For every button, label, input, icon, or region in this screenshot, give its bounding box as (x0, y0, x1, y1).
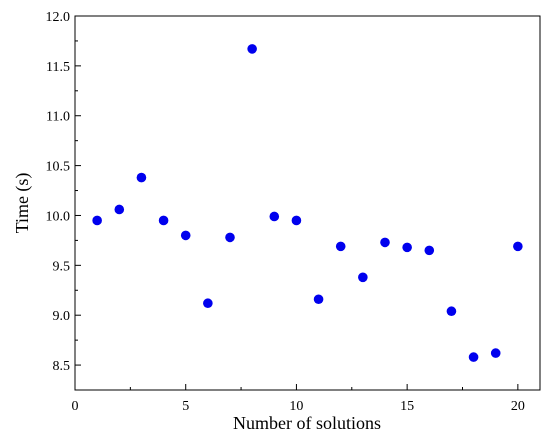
data-point (225, 232, 235, 243)
data-point (446, 306, 457, 317)
data-point (490, 348, 501, 358)
y-axis-label: Time (s) (12, 173, 33, 234)
axes (74, 15, 541, 391)
data-point (158, 215, 169, 226)
y-tick-label: 9.5 (53, 259, 71, 274)
x-tick-label: 15 (400, 399, 414, 414)
y-tick-label: 12.0 (46, 10, 71, 25)
data-point (313, 294, 324, 305)
x-axis-label: Number of solutions (233, 413, 381, 433)
data-point (468, 352, 479, 362)
y-tick-label: 10.5 (46, 160, 71, 175)
plot-frame (74, 15, 541, 391)
x-axis-ticks: 0 5 10 15 20 (72, 384, 525, 414)
x-tick-label: 10 (289, 399, 303, 414)
data-point (180, 230, 191, 241)
data-point (269, 211, 280, 222)
x-tick-label: 20 (511, 399, 525, 414)
data-points (92, 44, 523, 362)
data-point (247, 44, 257, 54)
data-point (92, 215, 102, 226)
data-point (114, 204, 125, 215)
y-tick-label: 8.5 (53, 359, 71, 374)
x-tick-label: 0 (72, 399, 79, 414)
data-point (380, 237, 390, 248)
x-tick-label: 5 (182, 399, 189, 414)
y-axis-ticks: 8.5 9.0 9.5 10.0 10.5 11.0 11.5 12.0 (46, 10, 81, 391)
data-point (402, 242, 412, 253)
data-point (424, 245, 435, 256)
data-point (291, 215, 302, 226)
data-point (513, 241, 523, 252)
y-tick-label: 11.5 (46, 60, 70, 75)
data-point (335, 241, 346, 252)
data-point (358, 272, 368, 283)
y-tick-label: 11.0 (46, 110, 70, 125)
y-tick-label: 9.0 (53, 309, 71, 324)
y-tick-label: 10.0 (46, 209, 71, 224)
data-point (136, 172, 147, 183)
data-point (203, 298, 213, 309)
